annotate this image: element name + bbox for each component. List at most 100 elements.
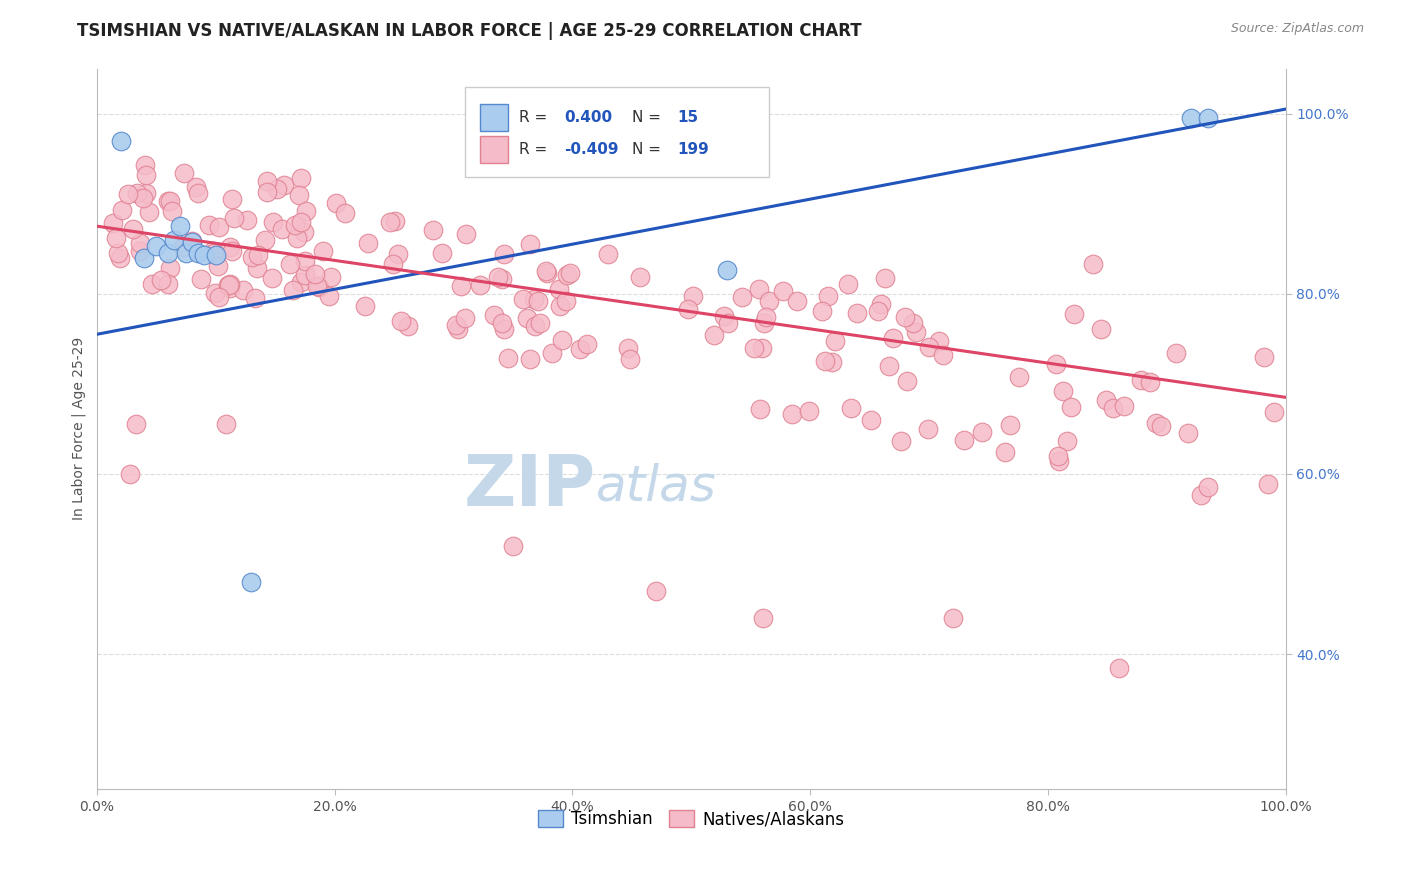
Point [873, 271, 896, 285]
Y-axis label: In Labor Force | Age 25-29: In Labor Force | Age 25-29 [72, 337, 86, 521]
Point [450, 279, 472, 293]
Point [882, 330, 904, 344]
Point [1263, 405, 1285, 419]
Point [218, 278, 240, 293]
Point [1052, 384, 1074, 399]
Point [319, 269, 342, 284]
Point [294, 254, 316, 268]
Text: Source: ZipAtlas.com: Source: ZipAtlas.com [1230, 22, 1364, 36]
Point [716, 263, 738, 277]
Point [470, 277, 492, 292]
Point [1130, 373, 1153, 387]
Point [598, 247, 620, 261]
Point [617, 341, 640, 355]
Point [524, 318, 547, 333]
Point [529, 316, 551, 330]
Point [285, 230, 308, 244]
Point [198, 219, 221, 233]
Point [901, 316, 924, 330]
Point [896, 374, 918, 388]
Point [1090, 322, 1112, 336]
Point [905, 326, 928, 340]
Point [890, 434, 912, 449]
FancyBboxPatch shape [465, 87, 769, 177]
Point [918, 340, 941, 354]
Point [1114, 400, 1136, 414]
Point [132, 191, 155, 205]
Point [1197, 480, 1219, 494]
Point [224, 211, 246, 225]
Point [970, 425, 993, 440]
Point [357, 235, 380, 250]
Point [208, 289, 231, 303]
Point [491, 316, 513, 330]
Point [619, 351, 641, 366]
Point [256, 174, 278, 188]
Point [817, 289, 839, 303]
Point [568, 343, 591, 357]
Point [1060, 400, 1083, 414]
Point [454, 311, 477, 326]
Point [184, 180, 207, 194]
Point [502, 539, 524, 553]
Point [145, 239, 167, 253]
Point [676, 301, 699, 316]
Point [218, 281, 240, 295]
Point [201, 244, 224, 258]
Point [780, 407, 803, 421]
Point [129, 244, 152, 259]
Point [952, 433, 974, 447]
Point [308, 279, 330, 293]
Point [281, 284, 304, 298]
Text: N =: N = [631, 142, 666, 157]
Point [1008, 370, 1031, 384]
Point [307, 279, 329, 293]
Point [456, 227, 478, 241]
Point [717, 317, 740, 331]
Point [294, 268, 316, 283]
Point [271, 222, 294, 236]
Point [387, 247, 409, 261]
Point [1102, 401, 1125, 416]
Text: R =: R = [519, 142, 553, 157]
Point [156, 277, 179, 291]
Point [496, 351, 519, 365]
Point [682, 289, 704, 303]
Point [218, 277, 240, 291]
Point [548, 281, 571, 295]
Point [839, 401, 862, 415]
Point [240, 250, 263, 264]
Point [160, 203, 183, 218]
Point [512, 292, 534, 306]
Point [486, 269, 509, 284]
Text: ZIP: ZIP [464, 452, 596, 521]
Point [430, 246, 453, 260]
Point [555, 268, 578, 283]
Point [541, 346, 564, 360]
Point [134, 251, 156, 265]
Text: N =: N = [631, 110, 666, 125]
Point [928, 334, 950, 348]
Point [749, 402, 772, 417]
Point [254, 233, 277, 247]
Point [536, 264, 558, 278]
Point [353, 299, 375, 313]
Point [173, 166, 195, 180]
Point [202, 245, 225, 260]
Point [150, 273, 173, 287]
Point [290, 275, 312, 289]
Point [1257, 477, 1279, 491]
Point [492, 247, 515, 261]
FancyBboxPatch shape [479, 136, 508, 162]
Point [292, 225, 315, 239]
Point [221, 192, 243, 206]
Point [262, 271, 284, 285]
Point [859, 413, 882, 427]
Point [866, 304, 889, 318]
Point [551, 333, 574, 347]
Point [278, 257, 301, 271]
Point [134, 158, 156, 172]
Point [262, 215, 284, 229]
Point [447, 321, 470, 335]
Point [742, 341, 765, 355]
